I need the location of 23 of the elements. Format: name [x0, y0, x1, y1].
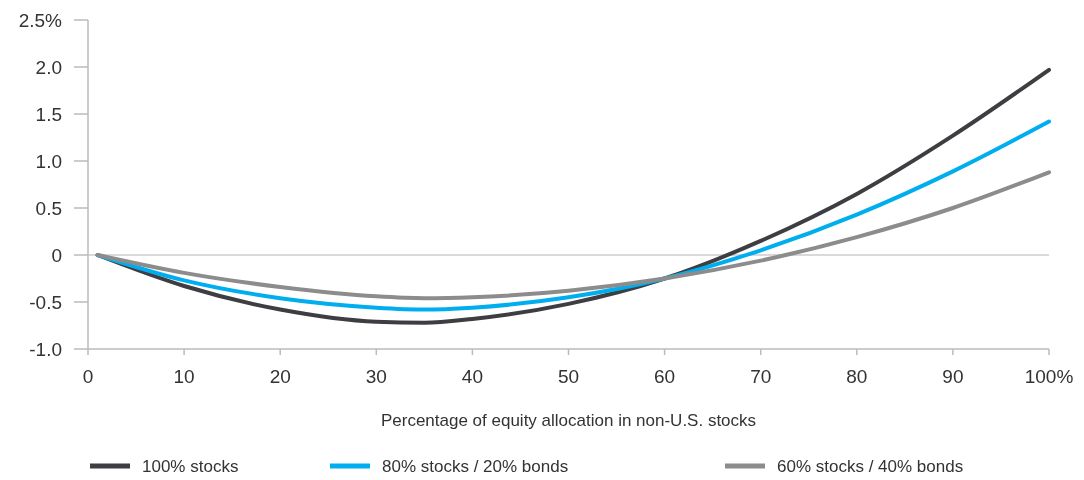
y-tick-label: 2.5% [18, 10, 63, 31]
x-tick-label: 0 [82, 366, 94, 387]
legend-label: 100% stocks [142, 457, 239, 476]
legend-label: 80% stocks / 20% bonds [382, 457, 569, 476]
x-tick-label: 20 [269, 366, 291, 387]
y-tick-label: 1.0 [35, 151, 62, 172]
x-tick-label: 100% [1024, 366, 1074, 387]
x-axis-title: Percentage of equity allocation in non-U.S. stocks [380, 411, 757, 430]
x-tick-label: 50 [557, 366, 580, 387]
y-tick-label: -1.0 [29, 339, 62, 360]
x-tick-label: 40 [461, 366, 483, 387]
y-tick-label: 1.5 [35, 104, 62, 125]
x-tick-label: 90 [942, 366, 964, 387]
x-tick-label: 30 [365, 366, 387, 387]
y-tick-label: 0 [51, 245, 62, 266]
y-tick-label: 2.0 [35, 57, 62, 78]
x-tick-label: 80 [846, 366, 868, 387]
x-tick-label: 60 [654, 366, 676, 387]
y-tick-label: 0.5 [35, 198, 62, 219]
x-tick-label: 10 [173, 366, 195, 387]
legend-label: 60% stocks / 40% bonds [777, 457, 964, 476]
x-tick-label: 70 [750, 366, 772, 387]
y-tick-label: -0.5 [29, 292, 62, 313]
